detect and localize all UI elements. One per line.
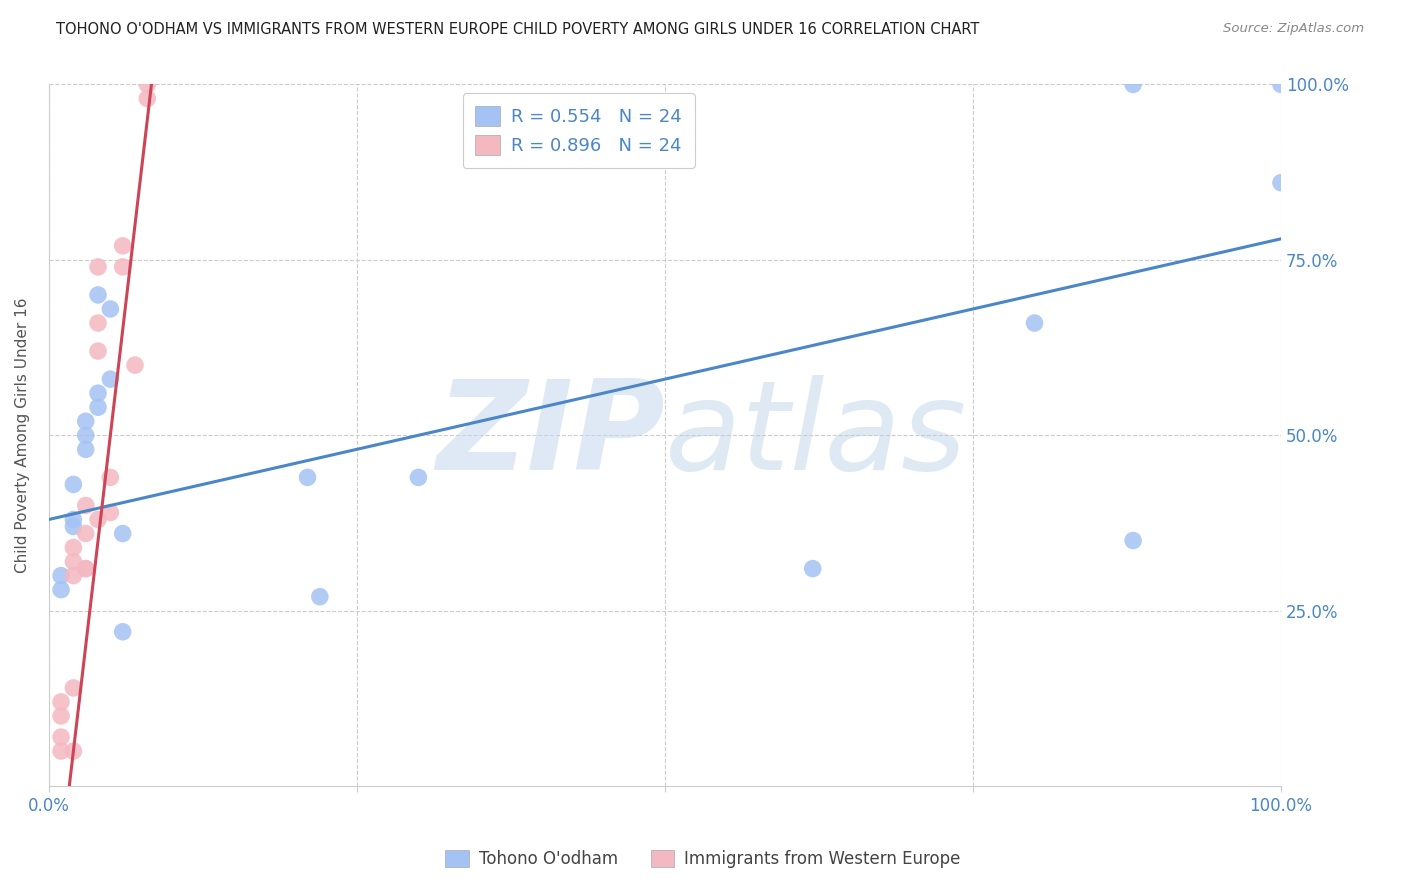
Text: TOHONO O'ODHAM VS IMMIGRANTS FROM WESTERN EUROPE CHILD POVERTY AMONG GIRLS UNDER: TOHONO O'ODHAM VS IMMIGRANTS FROM WESTER… — [56, 22, 980, 37]
Point — [62, 519, 84, 533]
Point — [111, 239, 134, 253]
Point — [1270, 176, 1292, 190]
Point — [75, 561, 97, 575]
Point — [98, 372, 121, 386]
Point — [308, 590, 330, 604]
Point — [98, 506, 121, 520]
Point — [87, 260, 110, 274]
Point — [49, 709, 72, 723]
Point — [87, 288, 110, 302]
Point — [49, 695, 72, 709]
Point — [49, 568, 72, 582]
Point — [62, 568, 84, 582]
Point — [98, 301, 121, 316]
Point — [49, 730, 72, 744]
Point — [62, 477, 84, 491]
Point — [87, 401, 110, 415]
Point — [62, 541, 84, 555]
Point — [87, 512, 110, 526]
Point — [801, 561, 824, 575]
Point — [75, 414, 97, 428]
Point — [1122, 78, 1144, 92]
Y-axis label: Child Poverty Among Girls Under 16: Child Poverty Among Girls Under 16 — [15, 298, 30, 573]
Point — [111, 624, 134, 639]
Point — [87, 316, 110, 330]
Text: atlas: atlas — [665, 375, 967, 496]
Point — [136, 91, 159, 105]
Point — [98, 470, 121, 484]
Legend: Tohono O'odham, Immigrants from Western Europe: Tohono O'odham, Immigrants from Western … — [439, 843, 967, 875]
Text: Source: ZipAtlas.com: Source: ZipAtlas.com — [1223, 22, 1364, 36]
Point — [49, 582, 72, 597]
Point — [408, 470, 430, 484]
Point — [62, 744, 84, 758]
Point — [111, 260, 134, 274]
Point — [87, 344, 110, 359]
Point — [75, 526, 97, 541]
Point — [87, 386, 110, 401]
Point — [49, 744, 72, 758]
Point — [297, 470, 319, 484]
Point — [111, 526, 134, 541]
Point — [75, 561, 97, 575]
Point — [62, 555, 84, 569]
Point — [1270, 78, 1292, 92]
Point — [136, 78, 159, 92]
Point — [75, 442, 97, 457]
Point — [62, 681, 84, 695]
Legend: R = 0.554   N = 24, R = 0.896   N = 24: R = 0.554 N = 24, R = 0.896 N = 24 — [463, 94, 695, 168]
Point — [124, 358, 146, 372]
Point — [75, 499, 97, 513]
Point — [1024, 316, 1046, 330]
Point — [1122, 533, 1144, 548]
Point — [62, 512, 84, 526]
Point — [75, 428, 97, 442]
Text: ZIP: ZIP — [436, 375, 665, 496]
